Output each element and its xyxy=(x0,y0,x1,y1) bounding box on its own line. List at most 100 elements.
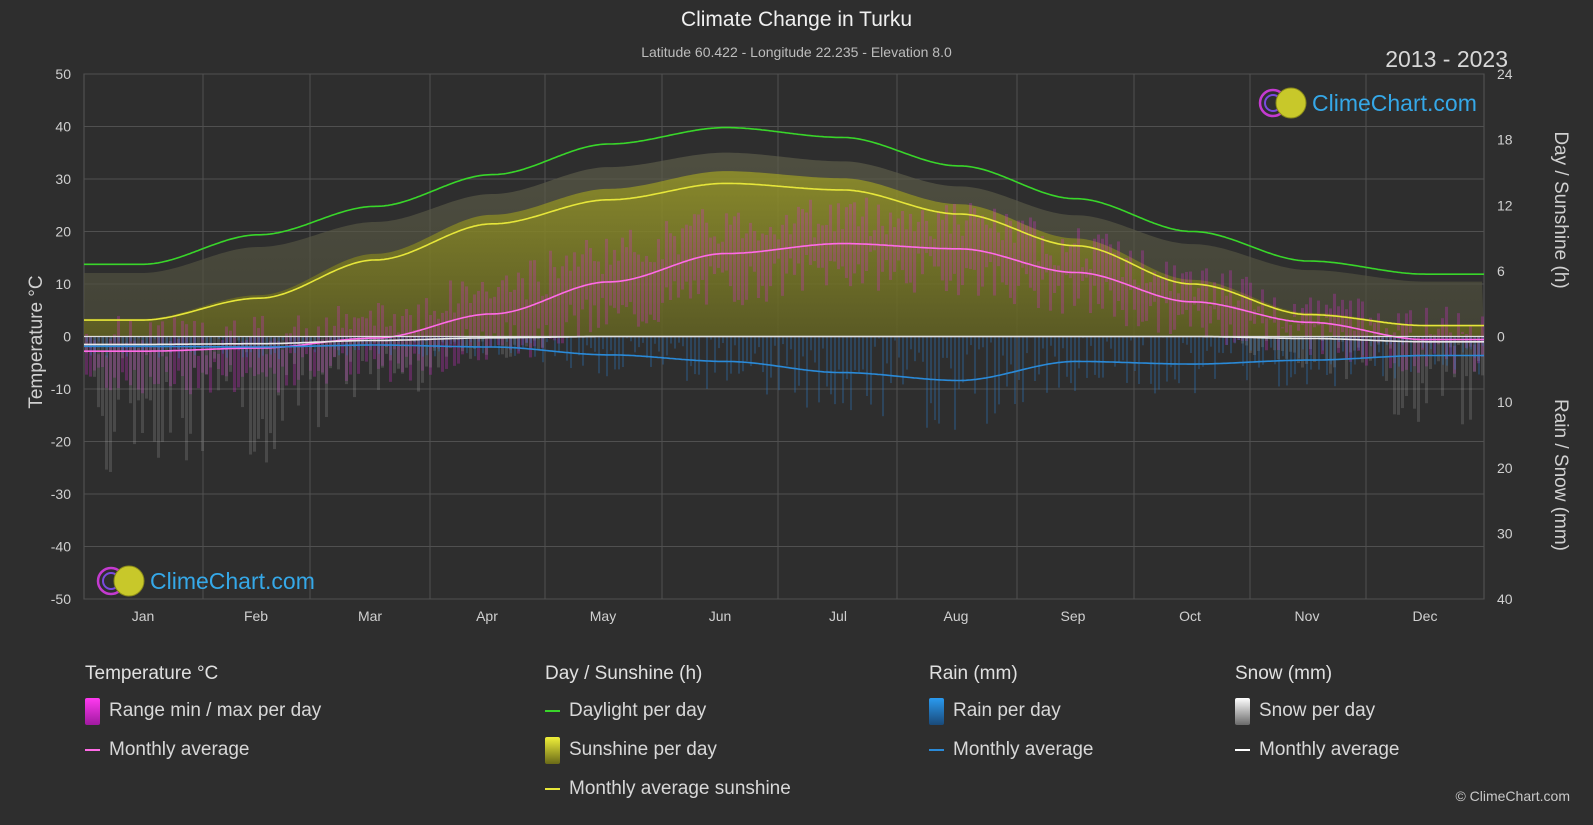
snow-bar xyxy=(361,336,364,362)
snow-bar xyxy=(1301,336,1304,368)
temp-range-bar xyxy=(209,342,212,393)
rain-bar xyxy=(1350,336,1352,375)
snow-bar xyxy=(161,336,164,442)
temp-range-bar xyxy=(769,227,772,287)
temp-range-bar xyxy=(473,294,476,340)
rain-bar xyxy=(646,336,648,358)
rain-bar xyxy=(1098,336,1100,378)
rain-bar xyxy=(950,336,952,369)
sunshine-swatch-icon xyxy=(545,736,560,764)
chart-areas xyxy=(84,152,1484,337)
rain-bar xyxy=(878,336,880,339)
temp-range-bar xyxy=(661,259,664,303)
temp-range-swatch-icon xyxy=(85,697,100,725)
rain-bar xyxy=(946,336,948,358)
rain-bar xyxy=(986,336,988,424)
rain-bar xyxy=(962,336,964,383)
precip-tick-label: 30 xyxy=(1497,525,1513,541)
snow-bar xyxy=(137,336,140,401)
temp-range-bar xyxy=(1245,276,1248,342)
temp-range-bar xyxy=(693,214,696,281)
temp-range-bar xyxy=(1441,318,1444,340)
rain-bar xyxy=(658,336,660,352)
snow-bar xyxy=(353,336,356,398)
rain-bar xyxy=(154,336,156,340)
temp-range-bar xyxy=(569,270,572,305)
temp-range-bar xyxy=(273,338,276,374)
temp-range-bar xyxy=(1037,261,1040,308)
temp-range-bar xyxy=(381,305,384,366)
rain-bar xyxy=(606,336,608,377)
rain-bar xyxy=(1214,336,1216,379)
snow-bar xyxy=(117,336,120,400)
legend-rain: Rain (mm) Rain per day Monthly average xyxy=(929,663,1093,777)
temp-range-bar xyxy=(1389,334,1392,369)
temp-range-bar xyxy=(645,255,648,324)
snow-bar xyxy=(1357,336,1360,348)
legend-snow-day: Snow per day xyxy=(1235,697,1399,725)
temp-range-bar xyxy=(1325,304,1328,318)
snow-bar xyxy=(181,336,184,418)
legend-temp-range: Range min / max per day xyxy=(85,697,321,725)
temp-range-bar xyxy=(1477,335,1480,364)
snow-bar xyxy=(1369,336,1372,361)
rain-bar xyxy=(1242,336,1244,367)
snow-bar xyxy=(1437,336,1440,362)
rain-bar xyxy=(1166,336,1168,382)
temp-range-bar xyxy=(677,254,680,298)
rain-bar xyxy=(1470,336,1472,350)
temp-range-bar xyxy=(977,218,980,296)
snow-bar xyxy=(1393,336,1396,415)
rain-bar xyxy=(846,336,848,380)
temp-range-bar xyxy=(1357,298,1360,351)
rain-bar xyxy=(694,336,696,375)
snow-bar xyxy=(377,336,380,390)
series-lines xyxy=(84,126,1484,382)
temp-range-bar xyxy=(1149,282,1152,307)
temp-range-bar xyxy=(865,197,868,272)
rain-bar xyxy=(558,336,560,353)
temp-range-bar xyxy=(549,250,552,339)
rain-bar xyxy=(454,336,456,344)
rain-bar xyxy=(254,336,256,347)
snow-bar xyxy=(105,336,108,470)
snow-bar xyxy=(509,336,512,357)
temp-range-bar xyxy=(993,208,996,296)
year-range: 2013 - 2023 xyxy=(1385,46,1508,72)
rain-bar xyxy=(798,336,800,386)
temp-range-bar xyxy=(585,240,588,300)
snow-bar xyxy=(461,336,464,352)
snow-bar xyxy=(93,336,96,377)
month-tick-label: Sep xyxy=(1061,608,1086,624)
temp-range-bar xyxy=(125,342,128,381)
temp-range-bar xyxy=(729,224,732,287)
temp-range-bar xyxy=(1057,265,1060,286)
temp-range-bar xyxy=(565,255,568,323)
temp-range-bar xyxy=(689,225,692,299)
temp-range-bar xyxy=(353,317,356,348)
rain-bar xyxy=(750,336,752,367)
snow-bar xyxy=(1361,336,1364,363)
temp-range-bar xyxy=(345,314,348,381)
temp-range-bar xyxy=(233,320,236,393)
rain-bar xyxy=(698,336,700,375)
temp-range-bar xyxy=(1237,300,1240,340)
rain-bar xyxy=(1230,336,1232,354)
temp-range-bar xyxy=(1105,233,1108,283)
temp-range-bar xyxy=(1209,306,1212,324)
rain-bar xyxy=(758,336,760,348)
temp-range-bar xyxy=(1285,320,1288,333)
rain-bar xyxy=(1114,336,1116,367)
temp-tick-label: -20 xyxy=(51,434,71,450)
temp-range-bar xyxy=(509,291,512,350)
rain-bar xyxy=(622,336,624,368)
temp-tick-label: -50 xyxy=(51,591,71,607)
rain-bar xyxy=(490,336,492,347)
rain-bar xyxy=(522,336,524,349)
temp-range-bar xyxy=(161,321,164,357)
rain-bar xyxy=(1294,336,1296,375)
temp-range-bar xyxy=(917,221,920,254)
rain-bar xyxy=(898,336,900,358)
temp-range-bar xyxy=(1137,285,1140,327)
logo-text: ClimeChart.com xyxy=(1312,89,1477,116)
